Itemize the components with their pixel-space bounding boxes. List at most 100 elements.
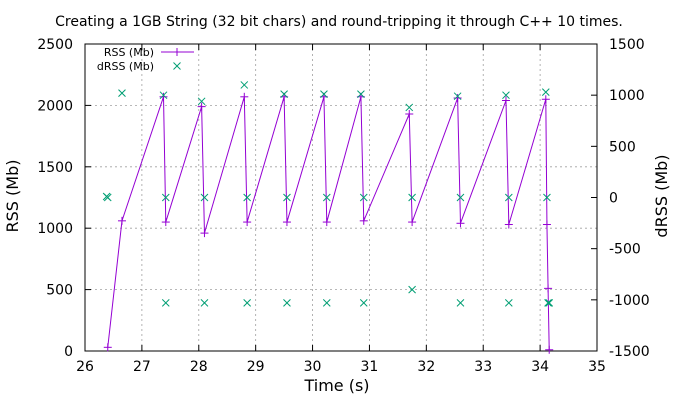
rss-point <box>541 95 550 104</box>
y2-tick-label: -500 <box>609 242 641 258</box>
cross-marker-b <box>103 193 112 202</box>
drss-point <box>161 193 170 202</box>
cross-marker-b <box>200 299 209 307</box>
y2-tick-label: -1500 <box>609 344 650 360</box>
cross-marker-b <box>504 299 513 307</box>
drss-point <box>543 193 551 202</box>
cross-marker-b <box>504 193 513 202</box>
rss-point <box>243 218 252 227</box>
drss-point <box>243 193 251 202</box>
legend-label-rss: RSS (Mb) <box>104 46 154 59</box>
x-tick-label: 27 <box>133 359 151 375</box>
y2-tick-label: 1500 <box>609 37 645 53</box>
rss-point <box>322 218 331 227</box>
cross-marker-b <box>408 285 416 294</box>
cross-marker-b <box>161 193 170 202</box>
x-tick-label: 29 <box>247 359 265 375</box>
y2-axis-label: dRSS (Mb) <box>652 154 671 237</box>
rss-point <box>545 345 554 354</box>
cross-marker-b <box>545 299 554 307</box>
rss-point <box>408 218 417 227</box>
rss-point <box>159 92 168 101</box>
drss-point <box>118 89 126 97</box>
cross-marker-b <box>322 193 331 202</box>
y-axis-label: RSS (Mb) <box>3 160 22 233</box>
x-tick-label: 26 <box>76 359 94 375</box>
rss-point <box>405 109 414 118</box>
drss-point <box>456 299 465 307</box>
y2-tick-label: -1000 <box>609 293 650 309</box>
drss-point <box>103 193 112 202</box>
drss-point <box>405 103 414 112</box>
y2-tick-label: 0 <box>609 191 618 207</box>
y-tick-label: 2000 <box>37 98 73 114</box>
rss-point <box>453 94 462 103</box>
grid-lines <box>85 44 597 351</box>
y-tick-label: 1000 <box>37 221 73 237</box>
cross-marker-b <box>243 299 251 307</box>
cross-marker-b <box>543 193 551 202</box>
rss-point <box>200 229 209 238</box>
series-0 <box>103 92 554 354</box>
drss-point <box>359 193 368 202</box>
rss-point <box>240 92 249 101</box>
cross-marker-b <box>283 193 291 202</box>
cross-marker-b <box>197 97 206 106</box>
drss-point <box>408 285 416 294</box>
drss-point <box>504 299 513 307</box>
x-tick-label: 30 <box>304 359 322 375</box>
x-tick-label: 31 <box>361 359 379 375</box>
rss-point <box>103 343 112 352</box>
cross-marker-b <box>359 299 368 307</box>
rss-point <box>359 216 368 225</box>
legend-marker-rss <box>173 48 181 56</box>
cross-marker-b <box>541 88 550 96</box>
drss-point <box>320 90 328 98</box>
drss-point <box>283 193 291 202</box>
drss-point <box>240 81 249 89</box>
x-tick-label: 33 <box>474 359 492 375</box>
cross-marker-b <box>280 90 288 98</box>
drss-point <box>502 91 510 100</box>
rss-point <box>501 96 510 105</box>
y-tick-label: 500 <box>46 283 73 299</box>
series-1 <box>102 81 554 307</box>
drss-point <box>200 193 209 202</box>
y-tick-label: 0 <box>64 344 73 360</box>
cross-marker-b <box>322 299 331 307</box>
drss-point <box>243 299 251 307</box>
y-tick-label: 2500 <box>37 37 73 53</box>
cross-marker-b <box>118 89 126 97</box>
drss-point <box>544 299 552 307</box>
series-layer <box>102 81 554 354</box>
rss-point <box>282 218 291 227</box>
drss-point <box>280 90 288 98</box>
rss-point <box>456 219 465 228</box>
drss-point <box>159 91 168 100</box>
cross-marker-b <box>544 299 552 307</box>
drss-point <box>456 193 465 202</box>
rss-point <box>117 216 126 225</box>
chart-title: Creating a 1GB String (32 bit chars) and… <box>55 14 623 30</box>
drss-point <box>283 299 291 307</box>
cross-marker-b <box>456 193 465 202</box>
cross-marker-b <box>405 103 414 112</box>
cross-marker-b <box>240 81 249 89</box>
x-tick-label: 28 <box>190 359 208 375</box>
rss-line <box>107 96 550 350</box>
legend: RSS (Mb) dRSS (Mb) <box>97 46 194 73</box>
cross-marker-b <box>159 91 168 100</box>
drss-point <box>408 193 416 202</box>
legend-marker-drss <box>173 62 181 70</box>
x-tick-label: 34 <box>531 359 549 375</box>
cross-marker-b <box>173 62 181 70</box>
y2-tick-label: 500 <box>609 139 636 155</box>
y-tick-label: 1500 <box>37 160 73 176</box>
drss-point <box>359 299 368 307</box>
x-tick-label: 32 <box>417 359 435 375</box>
drss-point <box>322 299 331 307</box>
rss-point <box>161 218 170 227</box>
cross-marker-b <box>357 90 365 98</box>
legend-markers <box>173 48 181 70</box>
cross-marker-b <box>200 193 209 202</box>
